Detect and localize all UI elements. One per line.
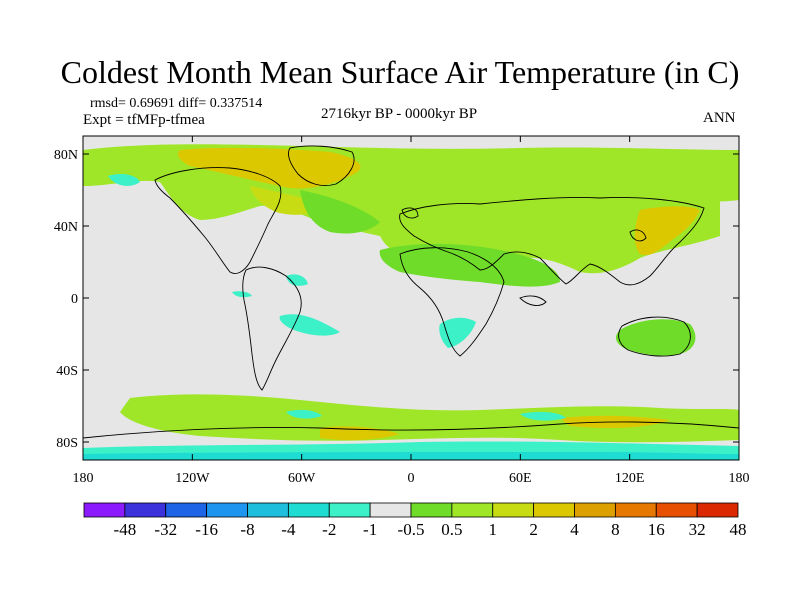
colorbar-swatch bbox=[165, 502, 208, 518]
lat-tick-label: 40N bbox=[54, 220, 78, 235]
lon-tick-label: 60E bbox=[509, 471, 532, 486]
colorbar-label: 2 bbox=[529, 520, 538, 539]
colorbar-swatch bbox=[410, 502, 453, 518]
east-asia-warm-core bbox=[634, 206, 700, 256]
colorbar-label: -16 bbox=[195, 520, 218, 539]
north-pacific-cooling bbox=[108, 174, 140, 186]
colorbar-label: 32 bbox=[689, 520, 706, 539]
lat-tick-label: 0 bbox=[71, 292, 78, 307]
ross-sea-cooling bbox=[286, 409, 322, 419]
south-africa-cooling bbox=[439, 317, 476, 348]
colorbar bbox=[83, 502, 739, 518]
colorbar-label: -2 bbox=[322, 520, 336, 539]
anomaly-field bbox=[83, 144, 739, 460]
colorbar-label: 0.5 bbox=[441, 520, 462, 539]
colorbar-swatch bbox=[247, 502, 289, 518]
lat-tick-label: 80N bbox=[54, 148, 78, 163]
colorbar-label: -32 bbox=[154, 520, 177, 539]
colorbar-swatch bbox=[696, 502, 739, 518]
colorbar-label: 8 bbox=[611, 520, 620, 539]
lon-tick-label: 180 bbox=[729, 471, 750, 486]
colorbar-label: 4 bbox=[570, 520, 579, 539]
coastlines bbox=[83, 145, 739, 439]
colorbar-swatch bbox=[655, 502, 698, 518]
colorbar-swatch bbox=[83, 502, 126, 518]
period-label: 2716kyr BP - 0000kyr BP bbox=[321, 106, 478, 122]
north-atlantic-warming bbox=[300, 190, 380, 234]
lat-tick-label: 40S bbox=[56, 364, 78, 379]
colorbar-label: 48 bbox=[730, 520, 747, 539]
season-label: ANN bbox=[703, 110, 736, 126]
colorbar-swatch bbox=[492, 502, 535, 518]
colorbar-swatch bbox=[124, 502, 167, 518]
lon-tick-label: 60W bbox=[288, 471, 316, 486]
colorbar-swatch bbox=[328, 502, 371, 518]
colorbar-label: 1 bbox=[489, 520, 498, 539]
lon-tick-label: 120W bbox=[175, 471, 210, 486]
experiment-label: Expt = tfMFp-tfmea bbox=[83, 112, 205, 128]
colorbar-label: -4 bbox=[281, 520, 296, 539]
southern-ocean-warming bbox=[120, 394, 739, 443]
colorbar-swatch bbox=[533, 502, 575, 518]
colorbar-label: 16 bbox=[648, 520, 665, 539]
stats-text: rmsd= 0.69691 diff= 0.337514 bbox=[90, 96, 263, 111]
colorbar-swatch bbox=[287, 502, 330, 518]
colorbar-label: -8 bbox=[240, 520, 254, 539]
lat-tick-label: 80S bbox=[56, 436, 78, 451]
colorbar-label: -1 bbox=[363, 520, 377, 539]
colorbar-swatch bbox=[369, 502, 412, 518]
north-africa-warming bbox=[379, 243, 560, 287]
colorbar-swatch bbox=[206, 502, 248, 518]
colorbar-swatch bbox=[451, 502, 494, 518]
lon-tick-label: 180 bbox=[73, 471, 94, 486]
lon-tick-label: 120E bbox=[615, 471, 645, 486]
south-pacific-cooling bbox=[279, 314, 340, 336]
chart-title: Coldest Month Mean Surface Air Temperatu… bbox=[60, 54, 740, 90]
greenland-warm-core bbox=[178, 147, 361, 189]
lon-tick-label: 0 bbox=[408, 471, 415, 486]
colorbar-swatch bbox=[614, 502, 657, 518]
colorbar-label: -48 bbox=[114, 520, 137, 539]
colorbar-swatch bbox=[574, 502, 616, 518]
colorbar-label: -0.5 bbox=[398, 520, 425, 539]
axis-ticks bbox=[82, 136, 740, 460]
australia-warming bbox=[615, 319, 696, 356]
atlantic-cooling bbox=[232, 291, 252, 298]
